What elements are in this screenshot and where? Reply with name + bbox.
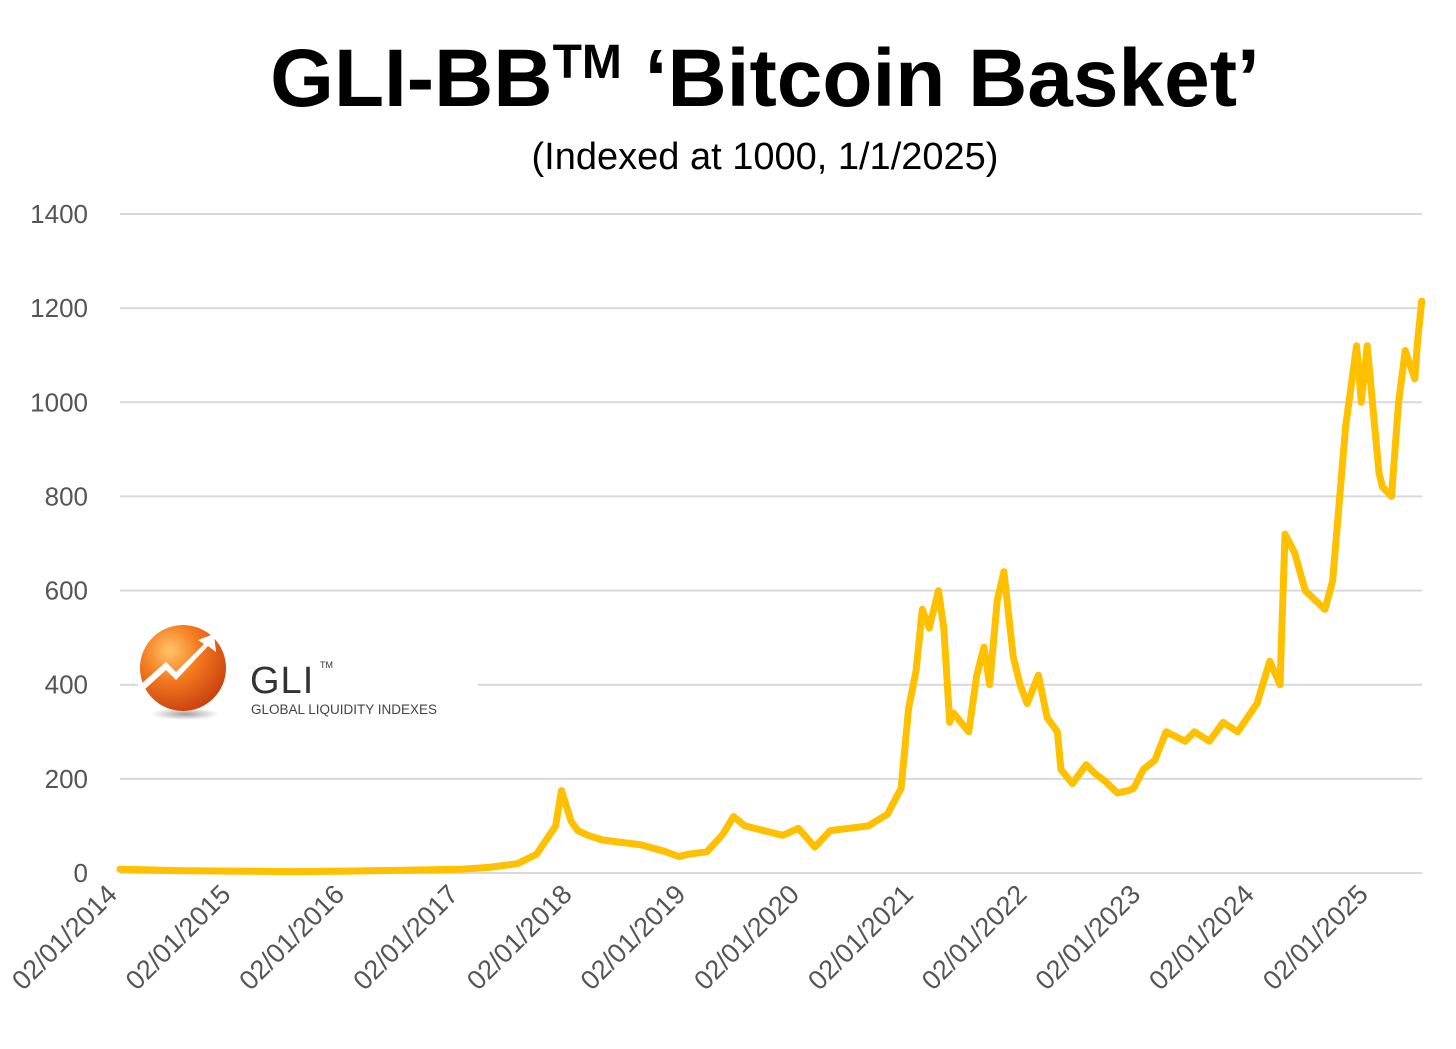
x-tick-label: 02/01/2025: [1257, 879, 1374, 996]
gli-globe-icon: [140, 625, 226, 720]
y-tick-label: 800: [45, 481, 88, 511]
x-tick-label: 02/01/2019: [575, 879, 692, 996]
gli-logo: GLI TM GLOBAL LIQUIDITY INDEXES: [138, 622, 478, 722]
y-tick-label: 1400: [30, 199, 88, 229]
gridlines: [120, 213, 1422, 874]
x-tick-label: 02/01/2016: [233, 879, 350, 996]
y-tick-label: 1200: [30, 293, 88, 323]
y-tick-label: 1000: [30, 387, 88, 417]
series-layer: [116, 297, 1426, 876]
y-tick-label: 400: [45, 670, 88, 700]
y-axis-ticks: 0 200 400 600 800 1000 1200 1400: [30, 199, 88, 888]
chart-subtitle: (Indexed at 1000, 1/1/2025): [531, 136, 999, 178]
x-tick-label: 02/01/2015: [120, 879, 237, 996]
chart-title-rest: ‘Bitcoin Basket’: [621, 33, 1260, 124]
x-tick-label: 02/01/2014: [6, 879, 123, 996]
x-axis-ticks: 02/01/201402/01/201502/01/201602/01/2017…: [6, 879, 1374, 996]
x-tick-label: 02/01/2020: [688, 879, 805, 996]
x-tick-label: 02/01/2018: [461, 879, 578, 996]
chart-title: GLI-BBTM ‘Bitcoin Basket’: [0, 38, 1456, 120]
y-tick-label: 0: [74, 858, 88, 888]
x-tick-label: 02/01/2022: [916, 879, 1033, 996]
x-tick-label: 02/01/2021: [802, 879, 919, 996]
logo-name: GLI: [250, 660, 315, 702]
logo-tagline: GLOBAL LIQUIDITY INDEXES: [251, 702, 438, 717]
series-line: [116, 297, 1426, 876]
chart-title-main: GLI-BB: [270, 33, 553, 124]
y-tick-label: 200: [45, 764, 88, 794]
x-tick-label: 02/01/2024: [1143, 879, 1260, 996]
x-tick-label: 02/01/2017: [347, 879, 464, 996]
logo-trademark: TM: [320, 660, 333, 670]
chart-title-trademark: TM: [552, 36, 622, 89]
x-tick-label: 02/01/2023: [1029, 879, 1146, 996]
y-tick-label: 600: [45, 576, 88, 606]
